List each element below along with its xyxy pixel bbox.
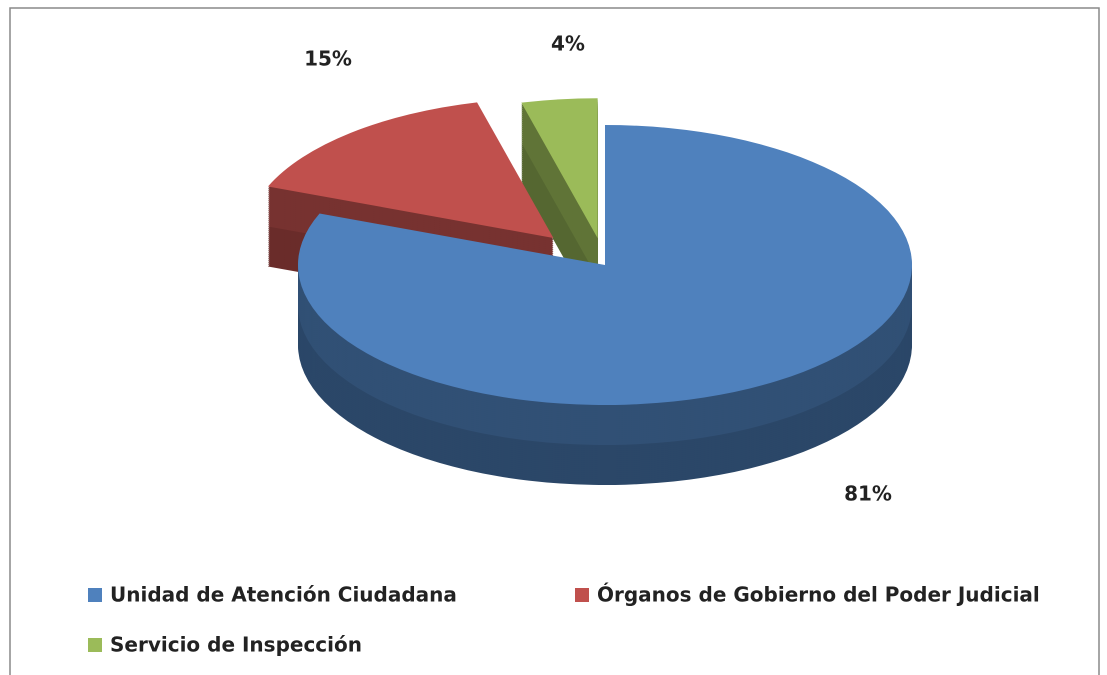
legend-label: Servicio de Inspección: [110, 633, 362, 657]
legend-swatch: [88, 588, 102, 602]
data-label: 15%: [304, 47, 352, 71]
legend-label: Órganos de Gobierno del Poder Judicial: [597, 583, 1040, 607]
legend-swatch: [575, 588, 589, 602]
data-label: 81%: [844, 482, 892, 506]
legend-swatch: [88, 638, 102, 652]
data-label: 4%: [551, 32, 585, 56]
slice: [297, 125, 912, 405]
slice: [521, 98, 598, 239]
legend-label: Unidad de Atención Ciudadana: [110, 583, 457, 607]
slice: [267, 102, 554, 238]
